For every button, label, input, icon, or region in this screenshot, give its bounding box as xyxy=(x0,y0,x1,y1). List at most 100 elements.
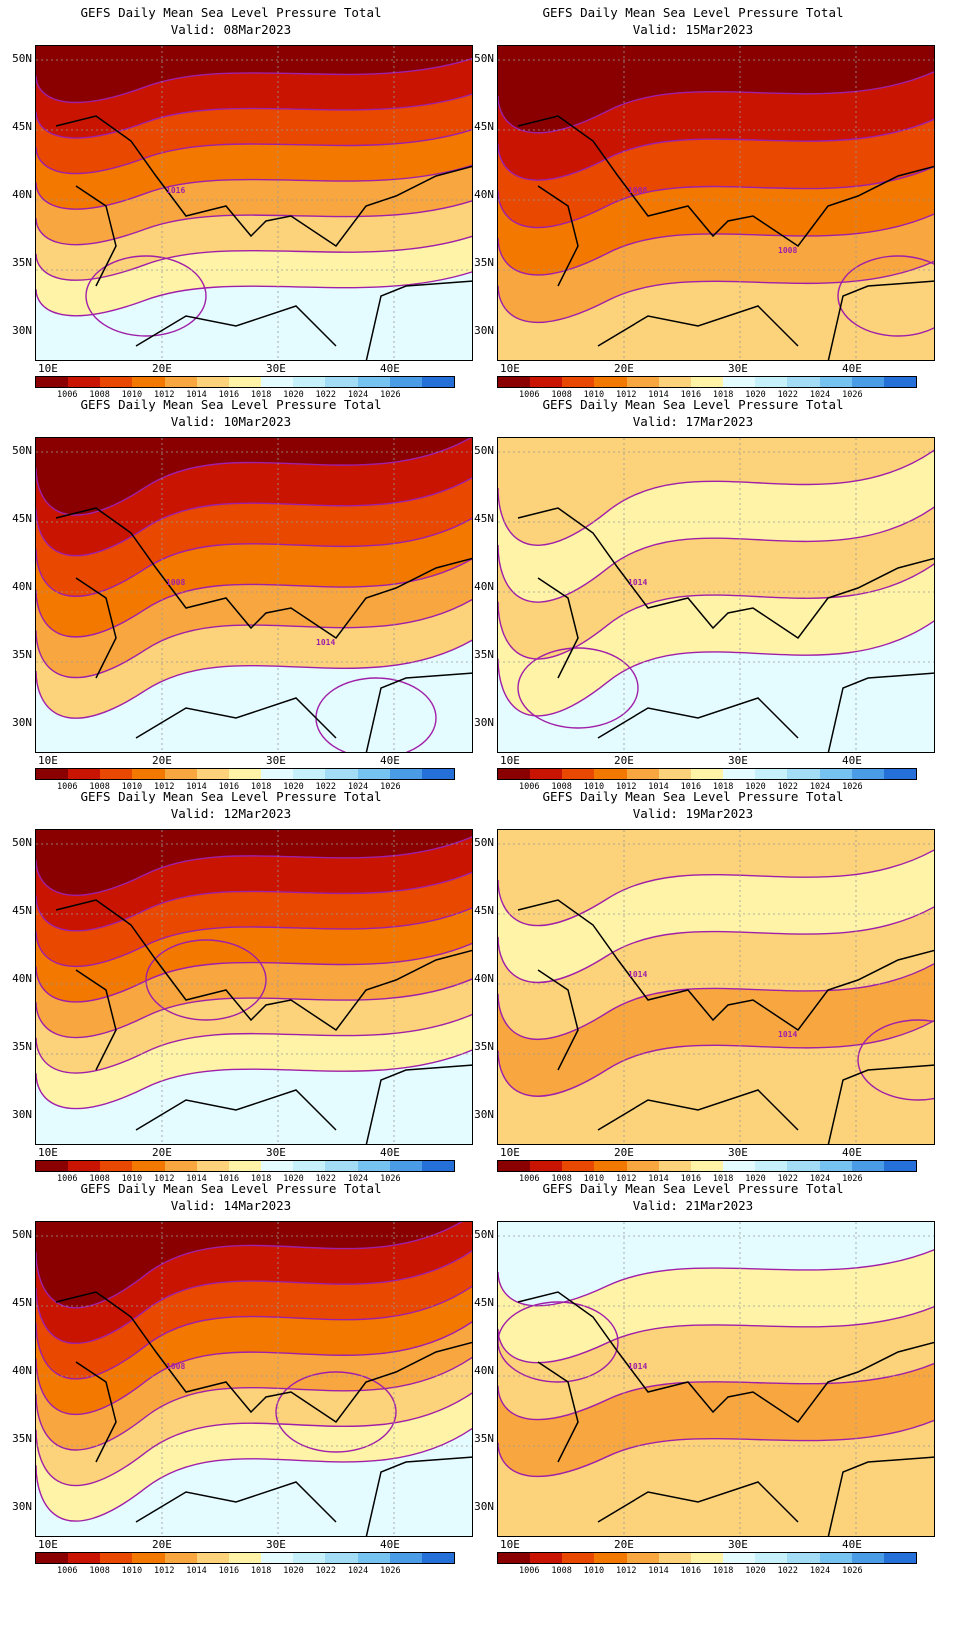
colorbar xyxy=(35,1552,455,1564)
panel-title: GEFS Daily Mean Sea Level Pressure Total xyxy=(542,397,844,412)
colorbar xyxy=(497,768,917,780)
colorbar-label: 1008 xyxy=(89,390,110,400)
colorbar-label: 1020 xyxy=(283,1566,304,1576)
colorbar-label: 1016 xyxy=(218,1566,240,1576)
colorbar-label: 1006 xyxy=(519,782,540,792)
colorbar-label: 1014 xyxy=(648,782,669,792)
colorbar-label: 1014 xyxy=(648,390,669,400)
colorbar-swatch xyxy=(723,769,756,779)
lon-tick-label: 40E xyxy=(380,1146,400,1159)
colorbar-swatch xyxy=(883,769,917,779)
colorbar-swatch xyxy=(690,1161,724,1171)
isobar-contour xyxy=(36,164,472,210)
colorbar-swatch xyxy=(562,377,595,387)
colorbar-label: 1024 xyxy=(347,1174,369,1184)
colorbar-swatch xyxy=(100,1161,133,1171)
colorbar-label: 1018 xyxy=(250,1566,272,1576)
colorbar-swatch xyxy=(68,1553,101,1563)
map-panel-4: GEFS Daily Mean Sea Level Pressure Total… xyxy=(462,392,935,792)
lon-tick-label: 20E xyxy=(152,362,172,375)
colorbar-label: 1012 xyxy=(153,782,175,792)
isobar-contour xyxy=(36,907,472,967)
pressure-map: 1008 1008 xyxy=(497,45,935,361)
lon-tick-label: 30E xyxy=(728,1538,748,1551)
colorbar-swatch xyxy=(723,1553,756,1563)
colorbar-label: 1016 xyxy=(218,390,240,400)
colorbar-label: 1018 xyxy=(712,1174,734,1184)
colorbar-label: 1006 xyxy=(57,782,78,792)
lon-tick-label: 40E xyxy=(380,754,400,767)
colorbar-swatch xyxy=(851,377,884,387)
colorbar-swatch xyxy=(819,377,852,387)
colorbar-swatch xyxy=(723,1161,756,1171)
lon-tick-label: 10E xyxy=(500,1538,520,1551)
closed-isobar xyxy=(145,939,267,1021)
lat-tick-label: 35N xyxy=(474,256,494,269)
lon-tick-label: 40E xyxy=(380,362,400,375)
lon-tick-label: 10E xyxy=(38,362,58,375)
pressure-band xyxy=(498,1222,934,1306)
colorbar-label: 1008 xyxy=(551,390,572,400)
lon-tick-label: 20E xyxy=(152,754,172,767)
isobar-contour xyxy=(36,942,472,1003)
colorbar-label: 1022 xyxy=(777,1566,799,1576)
colorbar-swatch xyxy=(530,377,563,387)
colorbar-swatch xyxy=(228,377,262,387)
panel-title: GEFS Daily Mean Sea Level Pressure Total xyxy=(542,1181,844,1196)
colorbar-swatch xyxy=(261,377,294,387)
isobar-label: 1014 xyxy=(628,578,648,587)
isobar-contour xyxy=(36,639,472,719)
lon-tick-label: 40E xyxy=(842,1538,862,1551)
colorbar-label: 1016 xyxy=(680,782,702,792)
lat-tick-label: 40N xyxy=(12,1364,32,1377)
colorbar-swatch xyxy=(100,1553,133,1563)
isobar-contour xyxy=(36,517,472,597)
lon-tick-label: 10E xyxy=(500,1146,520,1159)
colorbar-label: 1016 xyxy=(680,390,702,400)
lat-tick-label: 35N xyxy=(12,1040,32,1053)
colorbar-swatch xyxy=(357,377,390,387)
colorbar-swatch xyxy=(594,1161,627,1171)
isobar-contour xyxy=(36,200,472,246)
colorbar-swatch xyxy=(787,1161,820,1171)
closed-isobar xyxy=(85,255,207,337)
pressure-map xyxy=(35,829,473,1145)
isobar-contour xyxy=(36,438,472,516)
coastline xyxy=(55,899,472,1144)
colorbar-swatch xyxy=(562,769,595,779)
colorbar-swatch xyxy=(851,1161,884,1171)
colorbar-label: 1006 xyxy=(519,390,540,400)
lat-tick-label: 35N xyxy=(474,1432,494,1445)
colorbar-label: 1010 xyxy=(583,782,605,792)
colorbar-label: 1024 xyxy=(347,1566,369,1576)
colorbar-swatch xyxy=(883,1553,917,1563)
lon-tick-label: 10E xyxy=(500,362,520,375)
lat-tick-label: 40N xyxy=(474,972,494,985)
colorbar-label: 1024 xyxy=(809,390,831,400)
isobar-contour xyxy=(36,1356,472,1451)
lon-tick-label: 10E xyxy=(38,1538,58,1551)
isobar-label: 1014 xyxy=(628,970,648,979)
colorbar-swatch xyxy=(36,377,69,387)
panel-valid-date: Valid: 14Mar2023 xyxy=(170,1198,292,1213)
colorbar-label: 1012 xyxy=(615,782,637,792)
lat-tick-label: 30N xyxy=(12,716,32,729)
panel-title: GEFS Daily Mean Sea Level Pressure Total xyxy=(542,789,844,804)
colorbar-label: 1006 xyxy=(57,390,78,400)
isobar-contour xyxy=(498,506,934,603)
lat-tick-label: 30N xyxy=(474,1108,494,1121)
coastline xyxy=(517,1291,934,1536)
colorbar-label: 1024 xyxy=(347,782,369,792)
colorbar-label: 1016 xyxy=(218,782,240,792)
colorbar-swatch xyxy=(421,1161,455,1171)
lat-tick-label: 40N xyxy=(12,580,32,593)
map-panel-5: GEFS Daily Mean Sea Level Pressure Total… xyxy=(0,784,473,1184)
panel-valid-date: Valid: 17Mar2023 xyxy=(632,414,754,429)
coastline xyxy=(517,899,934,1144)
lat-tick-label: 50N xyxy=(12,444,32,457)
colorbar-swatch xyxy=(261,1553,294,1563)
lat-tick-label: 40N xyxy=(474,188,494,201)
colorbar-label: 1012 xyxy=(153,1566,175,1576)
colorbar-label: 1012 xyxy=(615,1566,637,1576)
panel-title: GEFS Daily Mean Sea Level Pressure Total xyxy=(80,1181,382,1196)
